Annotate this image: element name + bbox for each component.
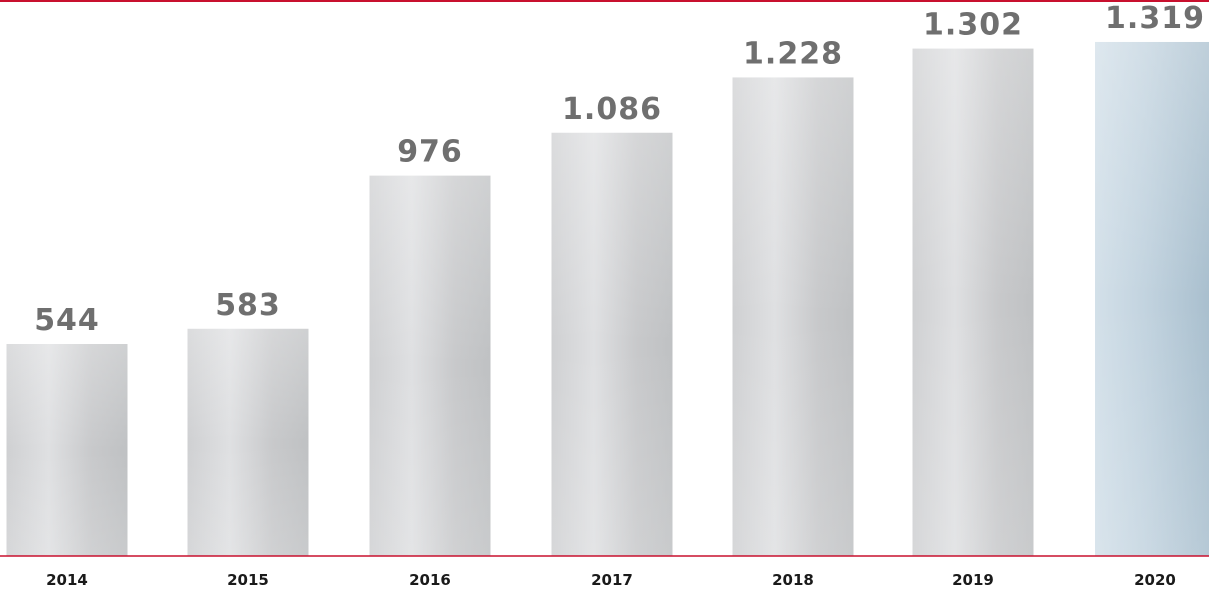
bar-sheen-2020: [1095, 41, 1209, 556]
value-label-2018: 1.228: [743, 36, 843, 71]
category-label-2014: 2014: [46, 571, 88, 589]
value-label-2015: 583: [215, 288, 281, 323]
category-label-2015: 2015: [227, 571, 269, 589]
value-label-2020: 1.319: [1105, 1, 1205, 36]
value-label-2016: 976: [397, 135, 463, 170]
bar-sheen-2016: [369, 175, 491, 556]
bars-group: [6, 41, 1209, 557]
bar-sheen-2019: [912, 48, 1034, 557]
category-labels-group: 2014 2015 2016 2017 2018 2019 2020: [46, 571, 1176, 589]
bar-sheen-2015: [187, 328, 309, 556]
value-label-2019: 1.302: [923, 8, 1023, 43]
category-label-2017: 2017: [591, 571, 633, 589]
category-label-2020: 2020: [1134, 571, 1176, 589]
value-label-2017: 1.086: [562, 92, 662, 127]
category-label-2016: 2016: [409, 571, 451, 589]
category-label-2019: 2019: [952, 571, 994, 589]
value-label-2014: 544: [34, 303, 100, 338]
value-labels-group: 544 583 976 1.086 1.228 1.302 1.319: [34, 1, 1205, 338]
bar-sheen-2018: [732, 77, 854, 557]
bar-sheen-2014: [6, 344, 128, 556]
bar-sheen-2017: [551, 132, 673, 556]
category-label-2018: 2018: [772, 571, 814, 589]
